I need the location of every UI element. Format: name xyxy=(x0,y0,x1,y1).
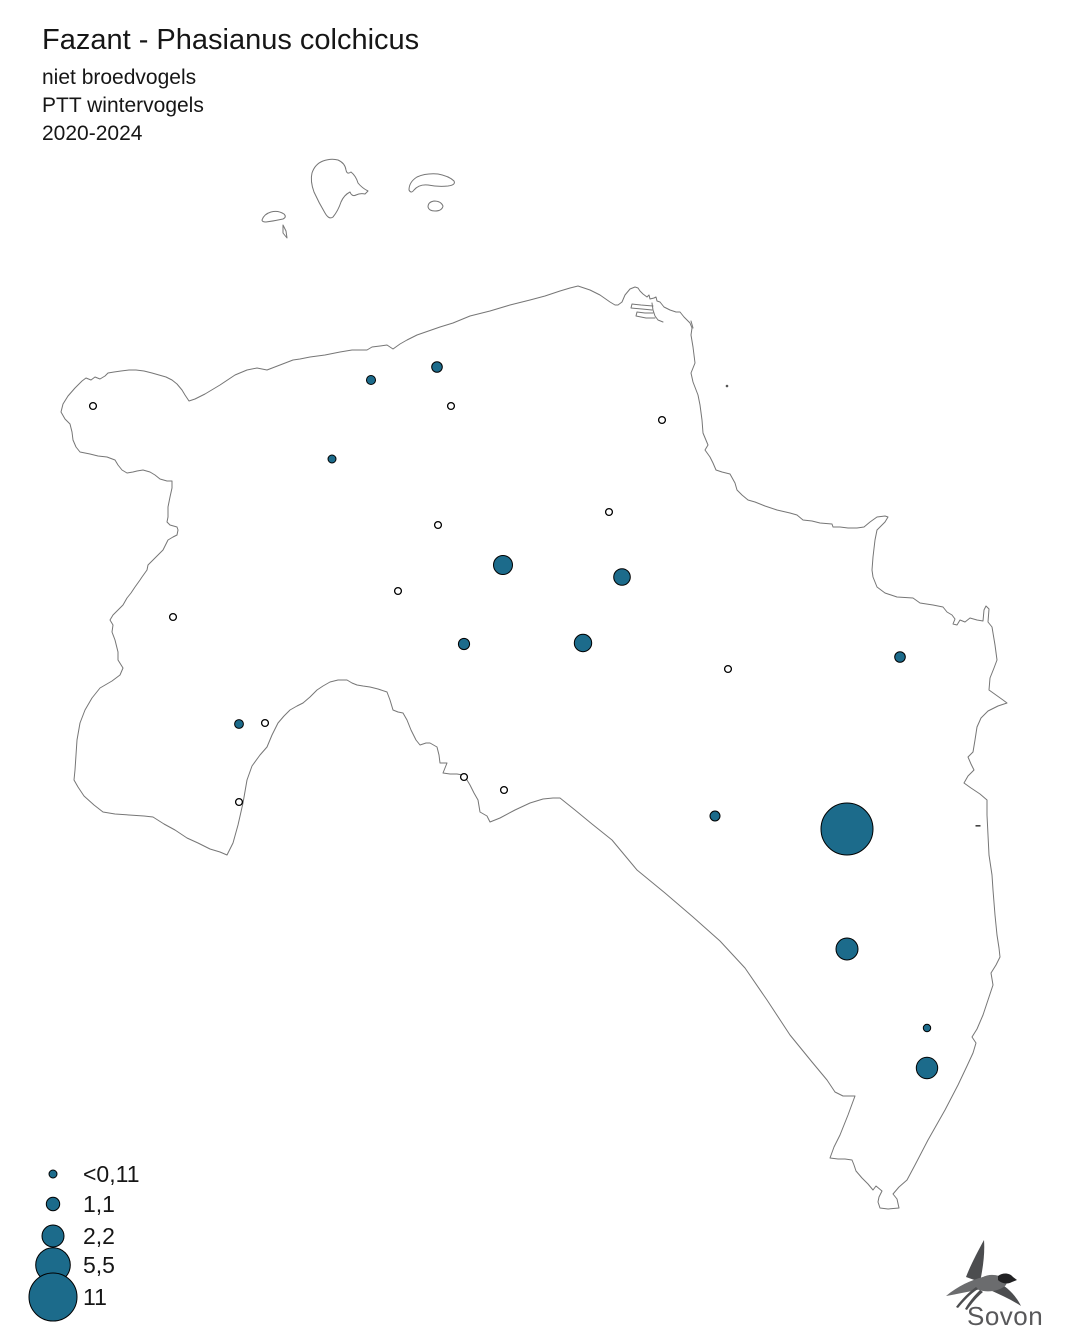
sovon-swallow-logo xyxy=(946,1240,1021,1310)
size-legend: <0,11 1,1 2,2 5,5 11 xyxy=(28,1161,140,1322)
map-dash xyxy=(975,825,981,827)
map-title: Fazant - Phasianus colchicus xyxy=(42,24,420,56)
map-bubble-open xyxy=(393,586,403,596)
map-bubble xyxy=(613,568,631,586)
map-bubble xyxy=(366,375,376,385)
map-bubble-open xyxy=(433,520,443,530)
swallow-upper-wing xyxy=(966,1240,985,1282)
map-bubble xyxy=(820,802,874,856)
region-outline xyxy=(60,158,1008,1210)
map-bubble xyxy=(922,1023,932,1033)
bubbles-layer xyxy=(88,361,939,1080)
title-block: Fazant - Phasianus colchicus niet broedv… xyxy=(42,24,419,148)
map-bubble xyxy=(493,555,513,575)
region-border xyxy=(60,285,1008,1210)
map-bubble-open xyxy=(723,664,733,674)
legend-circle xyxy=(41,1224,65,1248)
map-bubble-open xyxy=(168,612,178,622)
legend-label: 11 xyxy=(83,1284,107,1310)
legend-label: 5,5 xyxy=(83,1252,115,1278)
swallow-tail-streamer-2 xyxy=(965,1290,983,1310)
map-bubble xyxy=(709,810,721,822)
harbour-piers xyxy=(630,302,694,329)
map-bubble-open xyxy=(234,797,244,807)
map-bubble-open xyxy=(446,401,456,411)
legend-circle xyxy=(48,1169,58,1179)
map-bubble-open xyxy=(459,772,469,782)
map-bubble-open xyxy=(260,718,270,728)
legend-label: <0,11 xyxy=(83,1161,140,1187)
map-bubble-open xyxy=(88,401,98,411)
map-bubble xyxy=(327,454,337,464)
map-bubble-open xyxy=(657,415,667,425)
map-bubble-open xyxy=(604,507,614,517)
map-bubble xyxy=(457,637,471,651)
island-center xyxy=(310,158,369,219)
subtitle-line-1: niet broedvogels xyxy=(42,66,197,89)
legend-label: 2,2 xyxy=(83,1223,115,1249)
map-bubble-open xyxy=(499,785,509,795)
legend-circle xyxy=(28,1272,78,1322)
swallow-left-wing xyxy=(946,1277,986,1296)
subtitle-line-2: PTT wintervogels xyxy=(42,94,204,117)
map-bubble xyxy=(894,651,906,663)
map-bubble xyxy=(915,1056,939,1080)
logo-wordmark: Sovon xyxy=(967,1301,1044,1331)
map-bubble xyxy=(573,633,593,653)
swallow-head xyxy=(998,1273,1017,1284)
island-west xyxy=(261,210,288,239)
legend-circle xyxy=(45,1196,61,1212)
island-east xyxy=(408,173,455,212)
subtitle-line-3: 2020-2024 xyxy=(42,122,143,145)
map-speck xyxy=(725,384,729,388)
map-bubble xyxy=(835,937,859,961)
swallow-tail-streamer-1 xyxy=(956,1287,978,1308)
map-bubble xyxy=(234,719,244,729)
map-bubble xyxy=(431,361,443,373)
legend-label: 1,1 xyxy=(83,1191,115,1217)
